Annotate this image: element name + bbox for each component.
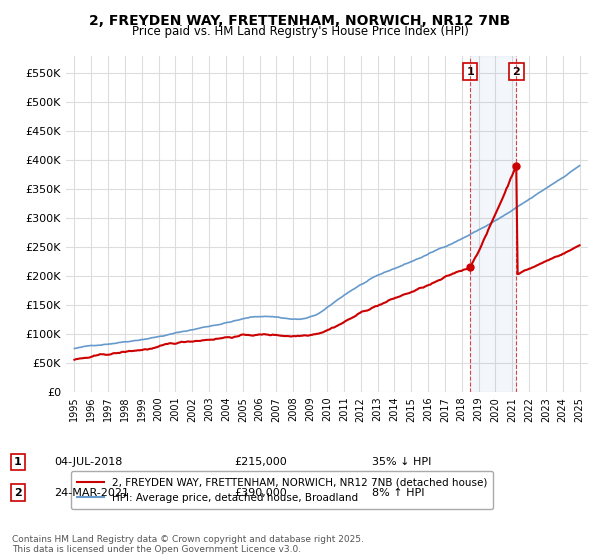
Text: 04-JUL-2018: 04-JUL-2018 [54,457,122,467]
Text: 24-MAR-2021: 24-MAR-2021 [54,488,129,498]
Text: 35% ↓ HPI: 35% ↓ HPI [372,457,431,467]
Text: £390,000: £390,000 [234,488,287,498]
Text: Contains HM Land Registry data © Crown copyright and database right 2025.
This d: Contains HM Land Registry data © Crown c… [12,535,364,554]
Text: 2: 2 [14,488,22,498]
Legend: 2, FREYDEN WAY, FRETTENHAM, NORWICH, NR12 7NB (detached house), HPI: Average pri: 2, FREYDEN WAY, FRETTENHAM, NORWICH, NR1… [71,471,493,509]
Text: 1: 1 [466,67,474,77]
Bar [470,56,517,392]
Text: 1: 1 [14,457,22,467]
Text: Price paid vs. HM Land Registry's House Price Index (HPI): Price paid vs. HM Land Registry's House … [131,25,469,38]
Text: 2, FREYDEN WAY, FRETTENHAM, NORWICH, NR12 7NB: 2, FREYDEN WAY, FRETTENHAM, NORWICH, NR1… [89,14,511,28]
Text: 2: 2 [512,67,520,77]
Text: 8% ↑ HPI: 8% ↑ HPI [372,488,425,498]
Text: £215,000: £215,000 [234,457,287,467]
